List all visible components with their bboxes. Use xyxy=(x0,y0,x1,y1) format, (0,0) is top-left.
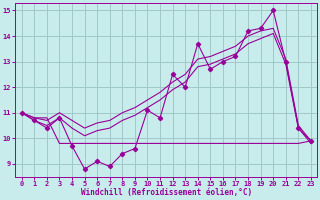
X-axis label: Windchill (Refroidissement éolien,°C): Windchill (Refroidissement éolien,°C) xyxy=(81,188,252,197)
